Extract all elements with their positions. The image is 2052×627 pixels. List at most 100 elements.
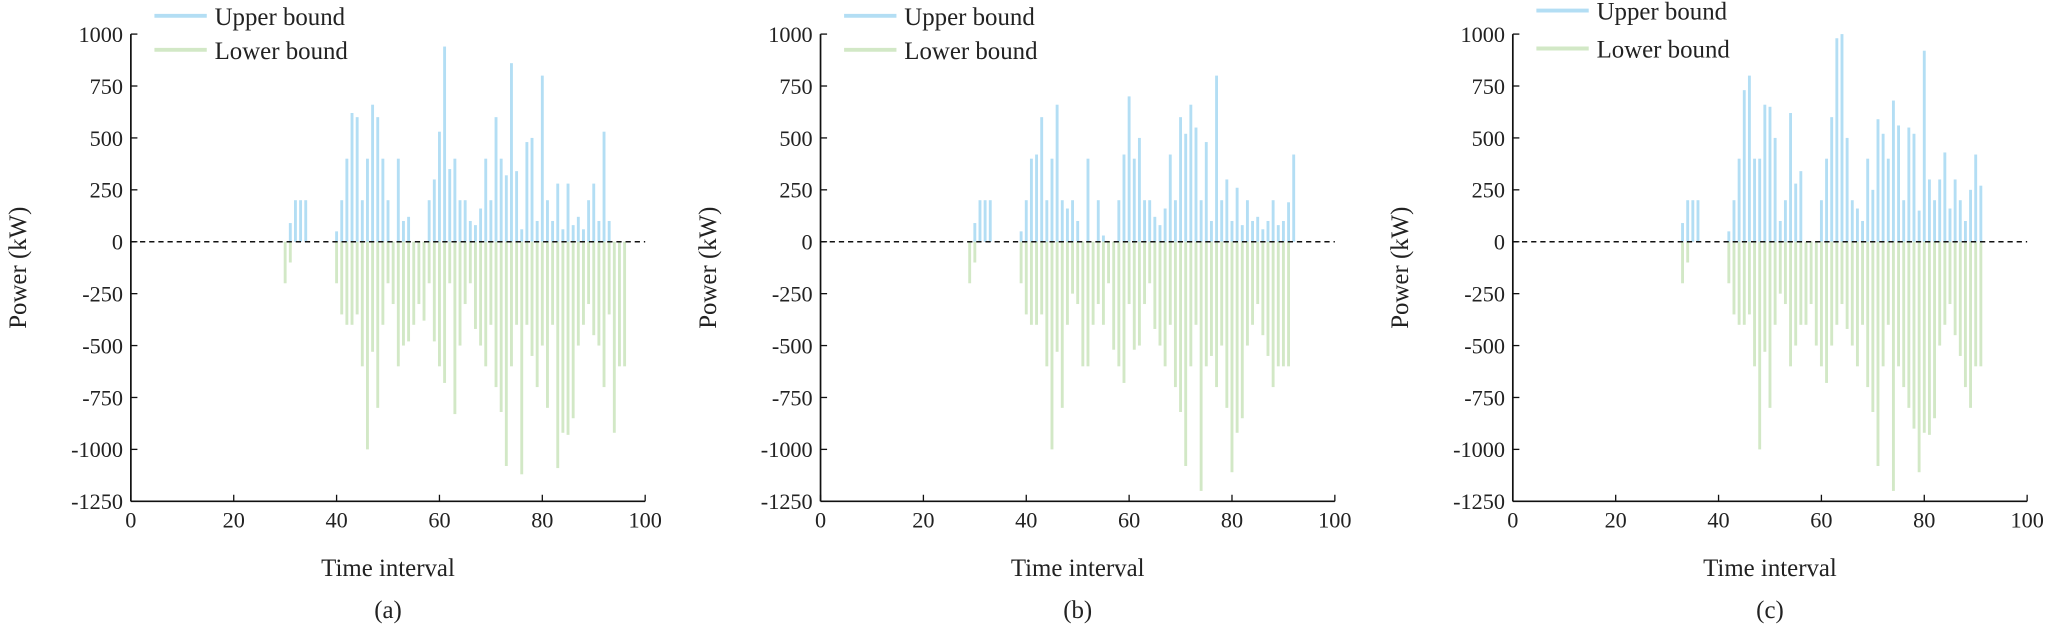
lower-bound-bar (1783, 241, 1787, 305)
x-tick-label: 100 (2010, 507, 2043, 532)
lower-bound-bar (1276, 241, 1280, 367)
upper-bound-bar (438, 131, 441, 242)
lower-bound-bar (1040, 241, 1044, 315)
upper-bound-bar (350, 113, 354, 242)
y-tick-label: 750 (1472, 74, 1505, 99)
upper-bound-bar (489, 200, 493, 242)
upper-bound-bar (1163, 208, 1167, 242)
lower-bound-bar (1060, 241, 1064, 408)
lower-bound-bar (515, 241, 519, 325)
lower-bound-bar (1256, 241, 1260, 305)
lower-bound-bar (1969, 241, 1973, 408)
upper-bound-bar (299, 200, 303, 242)
x-tick-label: 60 (1118, 507, 1140, 532)
y-tick-label: -1250 (761, 489, 813, 514)
y-tick-label: -250 (1464, 282, 1505, 307)
lower-bound-bar (1897, 241, 1900, 367)
lower-bound-bar (618, 241, 621, 367)
upper-bound-bar (1789, 113, 1792, 242)
y-tick-label: 250 (1472, 178, 1505, 203)
upper-bound-bar (1276, 225, 1280, 242)
upper-bound-bar (1773, 137, 1777, 242)
y-tick-label: -500 (82, 333, 123, 358)
upper-bound-bar (592, 183, 596, 242)
upper-bound-bar (1840, 34, 1844, 242)
x-tick-label: 20 (1605, 507, 1627, 532)
upper-bound-bar (515, 171, 519, 242)
upper-bound-bar (1922, 50, 1926, 242)
y-tick-label: -1000 (761, 437, 813, 462)
lower-bound-bar (587, 241, 591, 305)
lower-bound-bar (1876, 241, 1880, 466)
upper-bound-bar (1024, 200, 1028, 242)
upper-bound-bar (540, 75, 544, 242)
upper-bound-bar (1235, 187, 1239, 242)
upper-bound-bar (335, 231, 339, 242)
upper-bound-bar (1691, 200, 1695, 242)
upper-bound-bar (1835, 38, 1839, 242)
lower-bound-bar (597, 241, 601, 346)
y-tick-label: 0 (112, 230, 123, 255)
upper-bound-bar (1266, 220, 1270, 242)
upper-bound-bar (1825, 158, 1828, 242)
upper-bound-bar (458, 200, 462, 242)
upper-bound-bar (1917, 210, 1921, 242)
upper-bound-bar (510, 63, 513, 242)
upper-bound-bar (1281, 220, 1285, 242)
upper-bound-bar (1199, 200, 1203, 242)
lower-bound-bar (1035, 241, 1038, 325)
upper-bound-bar (1933, 200, 1936, 242)
y-tick-label: 0 (1494, 230, 1505, 255)
lower-bound-bar (1204, 241, 1208, 367)
upper-bound-bar (304, 200, 308, 242)
upper-bound-bar (1758, 158, 1762, 242)
upper-bound-bar (1287, 202, 1290, 242)
lower-bound-bar (386, 241, 390, 284)
lower-bound-bar (1081, 241, 1085, 367)
x-axis-label: Time interval (1011, 555, 1145, 582)
upper-bound-bar (1861, 220, 1864, 242)
lower-bound-bar (576, 241, 580, 346)
lower-bound-bar (1029, 241, 1033, 325)
upper-bound-bar (396, 158, 400, 242)
x-axis-label: Time interval (1703, 555, 1837, 582)
upper-bound-bar (551, 220, 555, 242)
upper-bound-bar (973, 223, 977, 242)
lower-bound-bar (1732, 241, 1736, 315)
x-tick-label: 0 (815, 507, 826, 532)
lower-bound-bar (1127, 241, 1131, 305)
upper-bound-bar (1189, 104, 1193, 242)
lower-bound-bar (432, 241, 436, 342)
upper-bound-bar (1902, 200, 1906, 242)
upper-bound-bar (1850, 200, 1854, 242)
upper-bound-bar (1148, 200, 1152, 242)
upper-bound-bar (1866, 158, 1870, 242)
x-tick-label: 60 (1810, 507, 1832, 532)
lower-bound-bar (417, 241, 421, 305)
upper-bound-bar (1071, 200, 1074, 242)
lower-bound-bar (1809, 241, 1813, 305)
x-tick-label: 80 (1913, 507, 1935, 532)
y-tick-label: -500 (772, 333, 813, 358)
lower-bound-bar (1943, 241, 1947, 325)
upper-bound-bar (1938, 179, 1942, 242)
lower-bound-bar (510, 241, 513, 367)
lower-bound-bar (1271, 241, 1275, 388)
upper-bound-bar (525, 142, 529, 242)
lower-bound-bar (1091, 241, 1095, 325)
upper-bound-bar (494, 117, 498, 242)
lower-bound-bar (1096, 241, 1100, 305)
lower-bound-bar (453, 241, 457, 415)
lower-bound-bar (602, 241, 606, 388)
upper-bound-bar (607, 220, 611, 242)
upper-bound-bar (376, 117, 380, 242)
y-tick-label: 0 (802, 230, 813, 255)
y-tick-label: -1000 (1453, 437, 1505, 462)
lower-bound-bar (366, 241, 369, 450)
lower-bound-bar (1927, 241, 1931, 435)
y-tick-label: -1250 (71, 489, 123, 514)
upper-bound-bar (1256, 216, 1260, 242)
lower-bound-bar (561, 241, 565, 433)
lower-bound-bar (1804, 241, 1808, 325)
lower-bound-bar (1747, 241, 1751, 315)
